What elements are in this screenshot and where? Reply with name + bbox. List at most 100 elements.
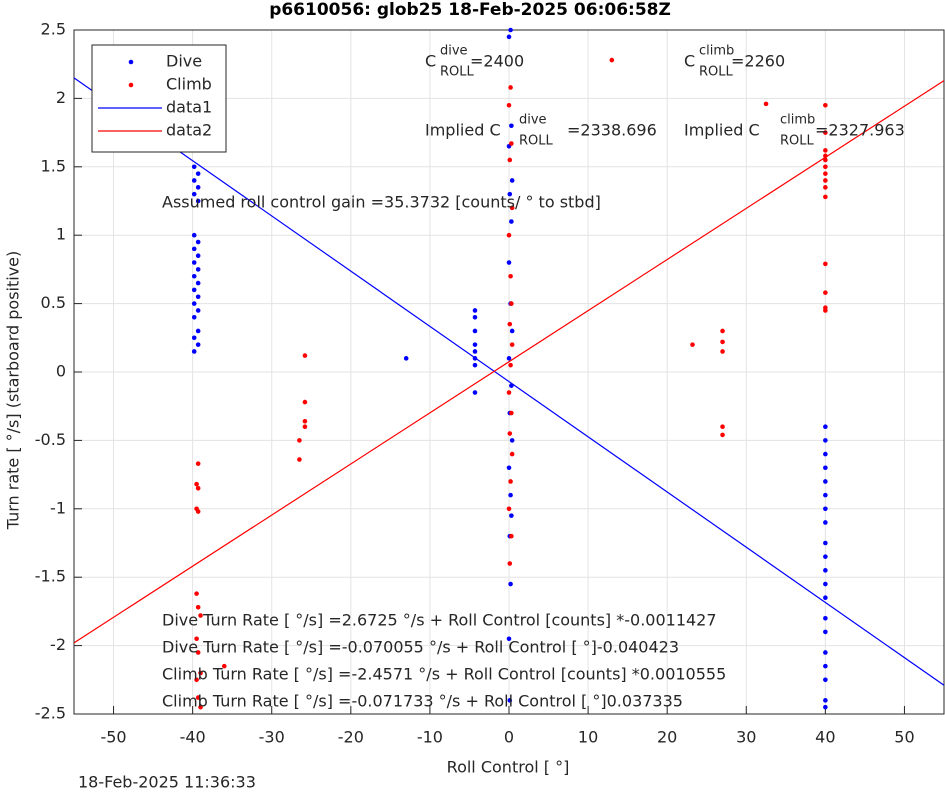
data-point [508, 492, 513, 498]
annotation: =2338.696 [567, 121, 657, 140]
data-point [823, 178, 828, 183]
data-point [823, 261, 828, 267]
data-point [823, 290, 828, 295]
y-tick-label: 2.5 [41, 20, 66, 39]
annotation: Dive Turn Rate [ °/s] =2.6725 °/s + Roll… [162, 611, 717, 630]
data-point [221, 663, 227, 669]
data-point [823, 194, 828, 200]
data-point [506, 506, 512, 512]
timestamp: 18-Feb-2025 11:36:33 [78, 773, 256, 792]
data-point [195, 650, 201, 655]
data-point [823, 308, 828, 313]
annotation: Implied C [684, 121, 760, 140]
data-point [508, 85, 513, 90]
legend-marker [128, 82, 134, 88]
data-point [508, 362, 513, 368]
data-point [195, 239, 201, 245]
data-point [823, 171, 828, 176]
annotation: C [684, 52, 695, 71]
fit-line [74, 80, 944, 644]
x-tick-label: 50 [894, 728, 914, 747]
data-point [195, 171, 201, 176]
data-point [195, 342, 201, 347]
data-point [191, 232, 197, 238]
data-point [297, 438, 302, 443]
data-point [509, 513, 514, 518]
data-point [195, 461, 201, 466]
data-point [302, 399, 308, 405]
data-point [195, 294, 201, 300]
data-point [472, 362, 478, 368]
data-point [823, 465, 828, 471]
data-point [198, 704, 203, 710]
data-point [690, 342, 695, 347]
annotation-sub: ROLL [440, 65, 475, 80]
data-point [508, 581, 513, 587]
data-point [472, 349, 478, 354]
data-point [507, 431, 513, 436]
annotation-sub: ROLL [780, 134, 815, 149]
y-tick-label: -1.5 [35, 567, 66, 586]
data-point [509, 451, 515, 457]
data-point [509, 301, 514, 306]
legend-label: Dive [166, 52, 202, 71]
data-point [191, 301, 197, 306]
annotation-sub: ROLL [519, 134, 554, 149]
data-point [823, 677, 828, 683]
data-point [823, 629, 828, 635]
data-point [823, 451, 828, 457]
data-point [823, 595, 828, 601]
data-point [302, 424, 308, 430]
data-point [823, 554, 828, 559]
legend-box [91, 44, 227, 153]
data-point [195, 267, 201, 272]
data-point [195, 185, 201, 190]
data-point [823, 704, 828, 710]
y-tick-label: -0.5 [35, 430, 66, 449]
data-point [509, 533, 514, 539]
y-tick-label: 1 [56, 225, 66, 244]
data-point [509, 438, 515, 443]
data-point [509, 219, 514, 224]
annotation-sup: dive [519, 113, 547, 128]
x-tick-label: 20 [657, 728, 677, 747]
data-point [506, 465, 512, 471]
data-point [194, 591, 199, 596]
data-point [198, 670, 203, 676]
data-point [509, 178, 515, 183]
data-point [720, 328, 725, 334]
data-point [508, 479, 513, 484]
data-point [823, 581, 828, 587]
y-tick-label: 2 [56, 88, 66, 107]
annotation-sub: ROLL [699, 65, 734, 80]
data-point [823, 698, 828, 703]
data-point [191, 191, 197, 197]
annotation-sup: climb [699, 44, 734, 59]
data-point [191, 246, 197, 252]
data-point [472, 308, 478, 313]
data-point [302, 353, 308, 358]
data-point [195, 308, 201, 313]
x-tick-label: 30 [736, 728, 756, 747]
data-point [195, 198, 201, 204]
data-point [191, 335, 197, 341]
annotation: C [425, 52, 436, 71]
annotation-sup: dive [440, 44, 468, 59]
y-tick-label: 1.5 [41, 156, 66, 175]
data-point [509, 410, 514, 416]
data-point [823, 164, 828, 170]
annotation: Implied C [425, 121, 501, 140]
data-point [823, 102, 828, 108]
x-tick-label: -30 [259, 728, 285, 747]
data-point [506, 260, 512, 265]
annotation: =2327.963 [815, 121, 905, 140]
data-point [507, 157, 513, 163]
x-tick-label: -50 [100, 728, 126, 747]
annotation: Climb Turn Rate [ °/s] =-0.071733 °/s + … [162, 692, 683, 711]
y-tick-label: -2 [50, 635, 66, 654]
data-point [509, 141, 514, 146]
data-point [302, 418, 308, 424]
data-point [720, 339, 725, 345]
data-point [195, 695, 201, 700]
data-point [509, 205, 515, 211]
